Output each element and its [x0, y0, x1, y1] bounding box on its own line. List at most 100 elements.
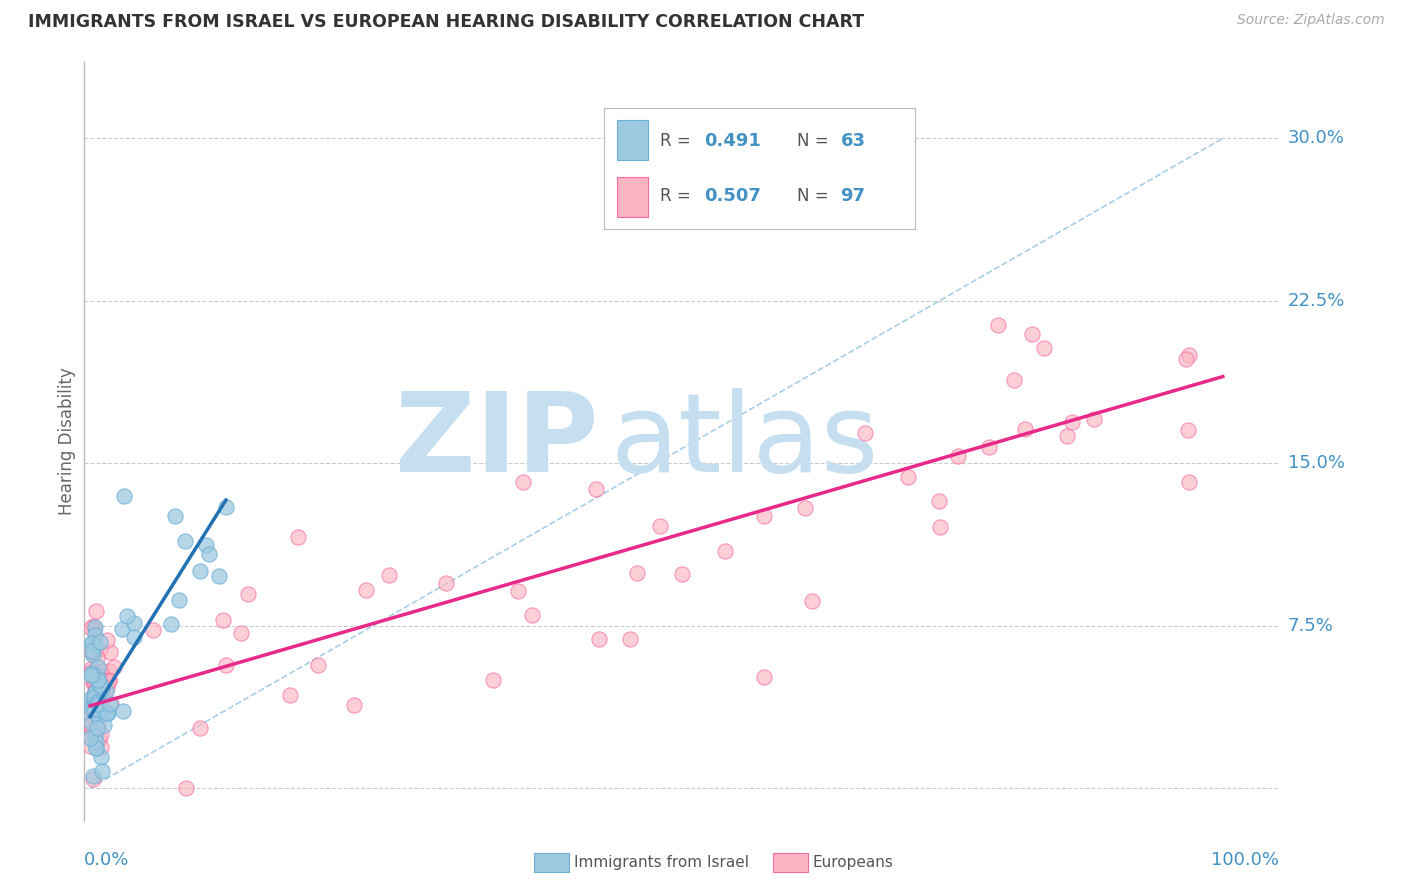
Point	[80, 621, 103, 635]
Point	[87, 731, 110, 746]
Point	[90, 664, 112, 678]
Point	[1021, 326, 1043, 341]
Point	[522, 607, 544, 622]
Point	[801, 594, 824, 608]
Point	[87, 695, 110, 709]
Point	[83, 691, 105, 706]
Point	[482, 673, 505, 687]
Point	[90, 703, 112, 717]
Point	[97, 674, 120, 689]
Point	[89, 635, 111, 649]
Point	[212, 613, 235, 627]
Point	[229, 625, 252, 640]
Point	[588, 632, 610, 647]
Point	[84, 690, 107, 704]
Point	[208, 569, 231, 583]
Point	[83, 620, 105, 634]
Point	[79, 668, 101, 682]
Point	[83, 699, 105, 714]
Point	[87, 690, 110, 704]
Point	[90, 727, 112, 741]
Point	[89, 678, 111, 692]
Point	[96, 706, 118, 721]
Point	[86, 741, 108, 756]
Point	[122, 630, 145, 644]
Point	[83, 677, 105, 691]
Point	[928, 493, 950, 508]
Point	[1060, 415, 1083, 429]
Text: 22.5%: 22.5%	[1288, 292, 1346, 310]
Text: 100.0%: 100.0%	[1212, 851, 1279, 869]
Point	[1083, 411, 1105, 425]
Point	[87, 659, 110, 673]
Point	[79, 739, 101, 753]
Point	[86, 721, 108, 735]
Point	[84, 628, 107, 642]
Point	[84, 682, 107, 697]
Point	[585, 482, 607, 496]
Point	[93, 717, 115, 731]
Point	[80, 646, 103, 660]
Point	[90, 702, 112, 716]
Point	[84, 735, 107, 749]
Point	[1174, 352, 1197, 367]
Point	[103, 659, 125, 673]
Point	[91, 696, 114, 710]
Point	[855, 425, 877, 440]
Point	[977, 441, 1000, 455]
Point	[100, 697, 122, 711]
Point	[89, 641, 111, 656]
Point	[87, 673, 110, 687]
Y-axis label: Hearing Disability: Hearing Disability	[58, 368, 76, 516]
Point	[190, 721, 212, 735]
Point	[987, 318, 1010, 333]
Point	[82, 704, 104, 718]
Point	[194, 538, 217, 552]
Point	[236, 586, 259, 600]
Point	[1178, 475, 1201, 489]
Point	[169, 592, 191, 607]
Point	[80, 690, 103, 705]
Point	[98, 673, 121, 687]
Point	[671, 566, 693, 581]
Point	[1014, 422, 1036, 436]
Point	[97, 706, 120, 720]
Point	[83, 685, 105, 699]
Point	[90, 681, 112, 696]
Point	[90, 672, 112, 686]
Point	[87, 667, 110, 681]
Point	[626, 566, 648, 580]
Point	[82, 769, 104, 783]
Point	[84, 639, 107, 653]
Point	[112, 489, 135, 503]
Point	[1177, 423, 1199, 437]
Point	[87, 678, 110, 692]
Point	[929, 519, 952, 533]
Point	[343, 698, 366, 712]
Text: Source: ZipAtlas.com: Source: ZipAtlas.com	[1237, 13, 1385, 28]
Point	[434, 575, 457, 590]
Point	[794, 501, 817, 516]
Point	[1002, 373, 1025, 387]
Point	[82, 772, 104, 786]
Point	[79, 698, 101, 713]
Point	[84, 740, 107, 755]
Point	[714, 543, 737, 558]
Point	[80, 636, 103, 650]
Point	[87, 698, 110, 712]
Point	[506, 584, 529, 599]
Point	[83, 675, 105, 690]
Point	[86, 695, 108, 709]
Point	[87, 709, 110, 723]
Point	[174, 781, 197, 796]
Point	[198, 547, 221, 561]
Text: IMMIGRANTS FROM ISRAEL VS EUROPEAN HEARING DISABILITY CORRELATION CHART: IMMIGRANTS FROM ISRAEL VS EUROPEAN HEARI…	[28, 13, 865, 31]
Point	[80, 717, 103, 731]
Point	[80, 636, 103, 650]
Point	[619, 632, 641, 646]
Point	[354, 582, 377, 597]
Point	[83, 684, 105, 698]
Point	[84, 604, 107, 618]
Point	[82, 668, 104, 682]
Point	[80, 714, 103, 729]
